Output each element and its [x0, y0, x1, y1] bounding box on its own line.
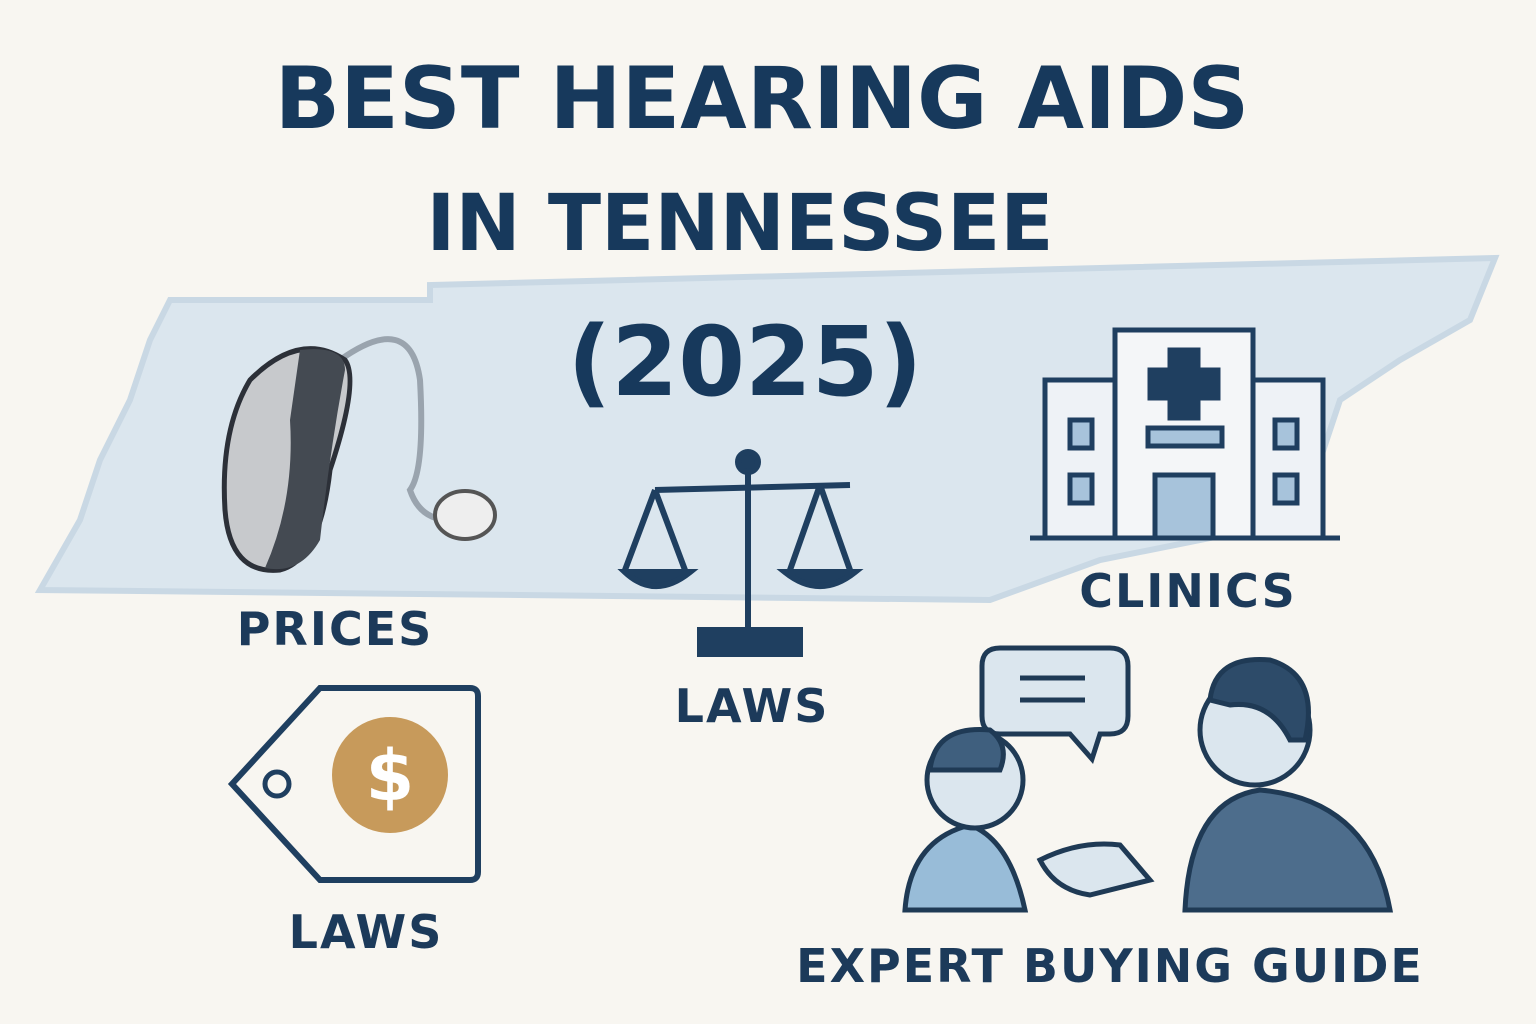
svg-text:$: $ [366, 735, 415, 817]
icon-label: EXPERT BUYING GUIDE [796, 939, 1424, 993]
title-line: BEST HEARING AIDS [275, 49, 1250, 149]
price-tag-icon: $ [227, 685, 481, 883]
clinic-icon [1030, 327, 1340, 541]
hearing-aid-icon [221, 336, 497, 573]
icon-label: LAWS [289, 905, 444, 959]
icon-label: PRICES [237, 602, 434, 656]
title-line: (2025) [568, 306, 923, 418]
icon-label: CLINICS [1079, 564, 1297, 618]
icon-label: LAWS [675, 679, 830, 733]
title-line: IN TENNESSEE [426, 179, 1053, 269]
consultation-icon [902, 645, 1393, 913]
scales-icon [617, 449, 864, 657]
